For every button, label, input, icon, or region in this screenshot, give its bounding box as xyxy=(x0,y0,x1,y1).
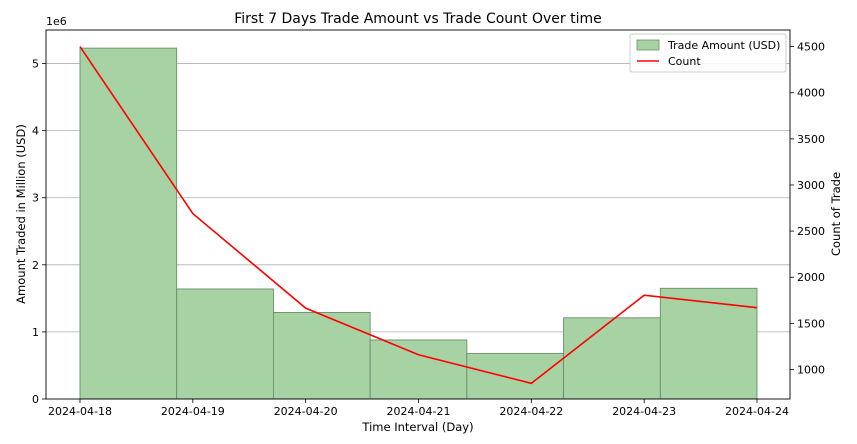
y-tick-label: 1 xyxy=(32,326,39,339)
x-axis-label: Time Interval (Day) xyxy=(361,420,473,434)
y2-tick-label: 3000 xyxy=(797,179,825,192)
x-tick-label: 2024-04-19 xyxy=(161,405,225,418)
y2-tick-label: 4500 xyxy=(797,41,825,54)
y-axis-right: 1000 1500 2000 2500 3000 3500 4000 4500 xyxy=(790,41,825,376)
legend-label-count: Count xyxy=(668,55,701,68)
x-tick-label: 2024-04-20 xyxy=(274,405,338,418)
legend-label-amount: Trade Amount (USD) xyxy=(667,39,780,52)
y2-tick-label: 1000 xyxy=(797,363,825,376)
y-axis-left: 0 1 2 3 4 5 xyxy=(32,58,46,406)
x-tick-label: 2024-04-24 xyxy=(725,405,789,418)
line-series xyxy=(79,46,758,385)
y2-axis-label: Count of Trade xyxy=(829,172,843,256)
bar xyxy=(79,47,178,400)
y-tick-label: 3 xyxy=(32,192,39,205)
x-axis: 2024-04-18 2024-04-19 2024-04-20 2024-04-21… xyxy=(48,399,789,418)
y2-tick-label: 4000 xyxy=(797,87,825,100)
bar xyxy=(176,288,274,400)
y2-tick-label: 2500 xyxy=(797,225,825,238)
chart-title: First 7 Days Trade Amount vs Trade Count… xyxy=(234,11,602,27)
y2-tick-label: 3500 xyxy=(797,133,825,146)
bar xyxy=(659,287,758,400)
x-tick-label: 2024-04-21 xyxy=(387,405,451,418)
bar-series xyxy=(79,47,758,400)
x-tick-label: 2024-04-23 xyxy=(612,405,676,418)
bar xyxy=(369,339,468,400)
y2-tick-label: 1500 xyxy=(797,317,825,330)
y-tick-label: 4 xyxy=(32,125,39,138)
bar xyxy=(466,352,564,400)
y-tick-label: 5 xyxy=(32,58,39,71)
y-tick-label: 2 xyxy=(32,259,39,272)
legend: Trade Amount (USD) Count xyxy=(629,33,787,73)
y-tick-label: 0 xyxy=(32,393,39,406)
bar xyxy=(563,317,661,400)
x-tick-label: 2024-04-18 xyxy=(48,405,112,418)
legend-box xyxy=(629,33,787,73)
x-tick-label: 2024-04-22 xyxy=(499,405,563,418)
plot-frame xyxy=(45,29,791,400)
y2-tick-label: 2000 xyxy=(797,271,825,284)
y-axis-label: Amount Traded in Million (USD) xyxy=(14,124,28,304)
legend-swatch-bar xyxy=(636,39,660,51)
bar xyxy=(273,312,371,400)
y-axis-offset-text: 1e6 xyxy=(46,15,67,28)
